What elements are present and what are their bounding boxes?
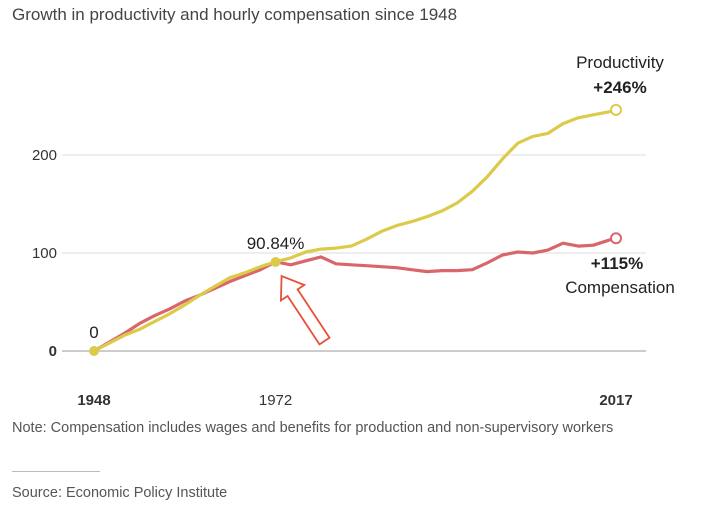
annotation-dot-1972: [270, 256, 281, 267]
series-change-productivity: +246%: [593, 78, 646, 97]
divider: [12, 471, 100, 472]
series-change-compensation: +115%: [591, 254, 643, 273]
x-tick-label-1948: 1948: [77, 392, 110, 409]
x-axis-ticks: 1948 1972 2017: [77, 392, 632, 409]
arrow-shape: [279, 274, 331, 346]
y-tick-label-0: 0: [49, 343, 57, 360]
series-lines: [92, 103, 622, 353]
chart-note: Note: Compensation includes wages and be…: [12, 420, 614, 436]
y-tick-label-100: 100: [32, 245, 57, 262]
y-axis-ticks: 0 100 200: [32, 147, 57, 360]
annotation-dot-1948: [89, 346, 99, 356]
chart-source: Source: Economic Policy Institute: [12, 485, 228, 501]
x-tick-label-2017: 2017: [599, 392, 632, 409]
series-end-labels: Productivity +246% +115% Compensation: [565, 53, 675, 297]
series-name-productivity: Productivity: [576, 53, 664, 72]
endpoint-productivity: [610, 103, 622, 116]
series-name-compensation: Compensation: [565, 278, 675, 297]
annotations: 0 90.84%: [89, 234, 304, 356]
grid-lines: [62, 154, 646, 352]
highlight-arrow: [279, 274, 331, 346]
chart-title: Growth in productivity and hourly compen…: [12, 5, 458, 24]
y-tick-label-200: 200: [32, 147, 57, 164]
endpoint-compensation: [610, 232, 622, 245]
annotation-label-1948: 0: [89, 323, 98, 342]
x-tick-label-1972: 1972: [259, 392, 292, 409]
series-line-compensation: [92, 236, 618, 353]
line-chart: 0 100 200 1948 1972 2017 0 90.84% Productivit…: [32, 53, 675, 409]
annotation-label-1972: 90.84%: [247, 234, 305, 253]
series-line-productivity: [92, 108, 618, 353]
